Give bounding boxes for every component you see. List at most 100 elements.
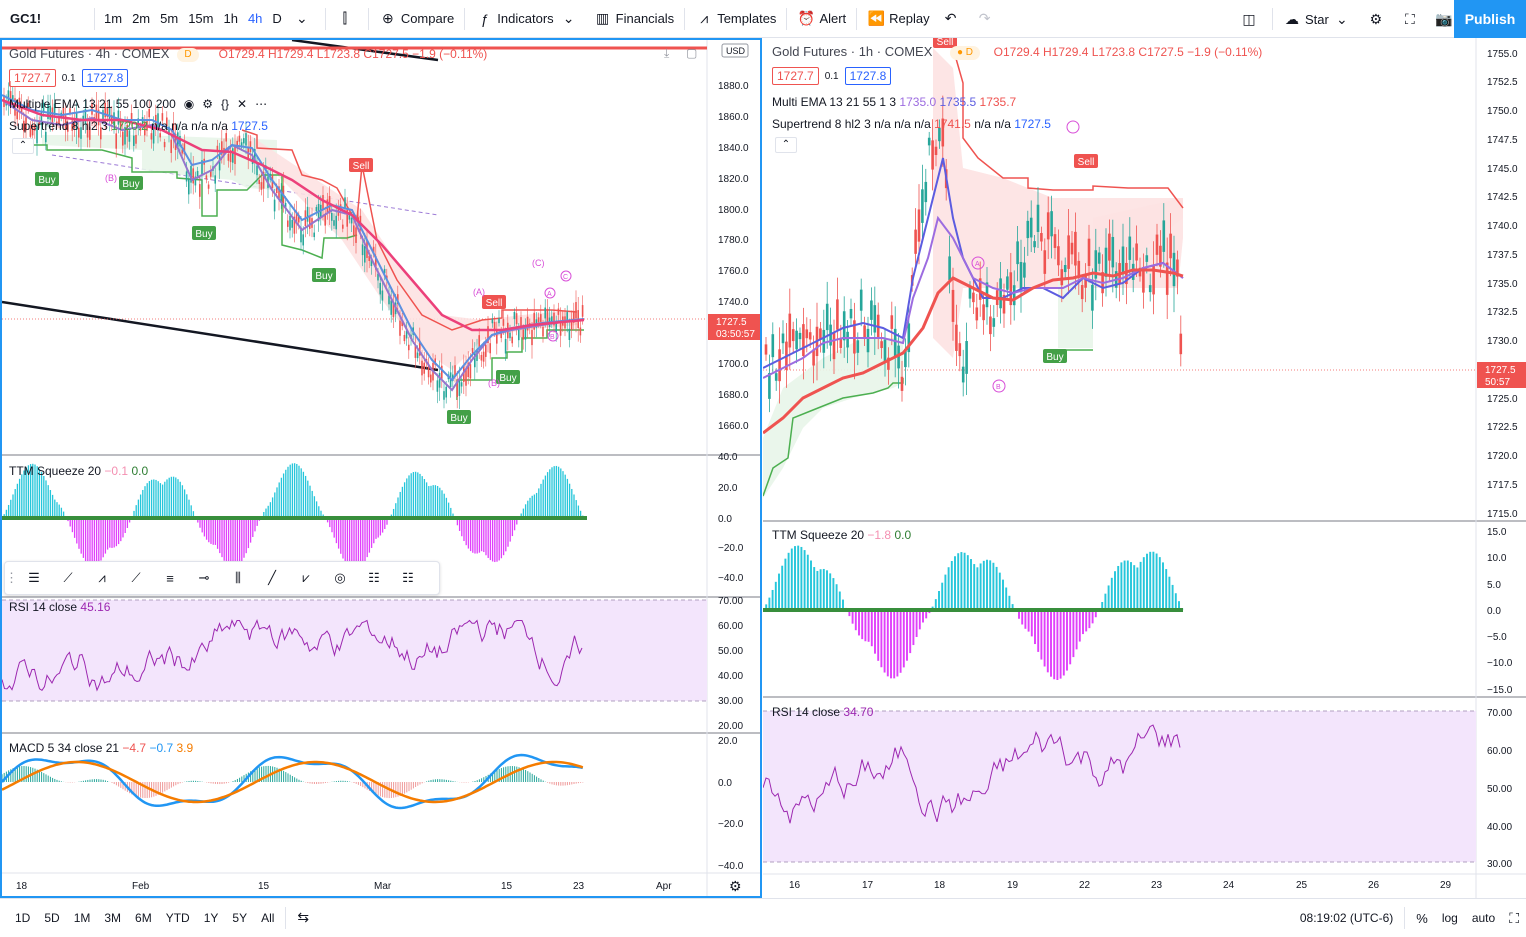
more-settings-icon[interactable]: ☷ xyxy=(402,570,414,585)
buy-signal[interactable]: Buy xyxy=(496,370,520,384)
buy-price-box[interactable]: 1727.8 xyxy=(81,69,129,87)
right-chart-pane[interactable]: Sell Sell Buy A B 1755.0 1752.5 1750.0 1… xyxy=(763,38,1526,898)
timeframe-2m[interactable]: 2m xyxy=(132,11,151,26)
ttm-axis-right[interactable]: 15.0 10.0 5.0 0.0 −5.0 −10.0 −15.0 xyxy=(1487,527,1513,696)
ttm-axis-left[interactable]: 40.0 20.0 0.0 −20.0 −40.0 xyxy=(718,452,744,584)
range-all[interactable]: All xyxy=(261,910,275,925)
buy-signal[interactable]: Buy xyxy=(1043,349,1067,363)
delayed-badge[interactable]: D xyxy=(177,47,200,62)
xabcd-icon[interactable]: ⩗ xyxy=(302,570,310,585)
undo-button[interactable]: ↶ xyxy=(936,0,970,38)
left-chart-pane[interactable]: Buy Buy Buy Buy Sell Sell Buy Buy (B) (A… xyxy=(0,38,762,898)
gann-icon[interactable]: ◎ xyxy=(334,570,346,585)
trendline[interactable] xyxy=(2,300,439,372)
sell-signal[interactable]: Sell xyxy=(482,295,506,309)
buy-signal[interactable]: Buy xyxy=(192,226,216,240)
right-symbol-legend[interactable]: Gold Futures · 1h · COMEX ● D O1729.4 H1… xyxy=(772,44,1262,60)
symbol-search[interactable]: GC1! xyxy=(10,11,42,26)
supertrend-legend[interactable]: Supertrend 8 hl2 3 1720.2 n/a n/a n/a n/… xyxy=(9,119,268,133)
maximize-icon[interactable]: ▢ xyxy=(686,46,698,60)
range-6m[interactable]: 6M xyxy=(135,910,152,925)
supertrend-legend[interactable]: Supertrend 8 hl2 3 n/a n/a n/a 1741.5 n/… xyxy=(772,117,1051,131)
collapse-legend-button[interactable]: ⌃ xyxy=(12,138,34,154)
redo-button[interactable]: ↷ xyxy=(970,0,1004,38)
source-code-icon[interactable]: {} xyxy=(221,97,230,111)
right-price-axis[interactable]: 1755.0 1752.5 1750.0 1747.5 1745.0 1742.… xyxy=(1487,49,1518,520)
abc-pattern-icon[interactable]: ⩘ xyxy=(98,570,106,585)
settings-list-icon[interactable]: ☷ xyxy=(368,570,380,585)
indicators-button[interactable]: ƒ Indicators ⌄ xyxy=(469,0,587,38)
log-toggle[interactable]: log xyxy=(1441,911,1458,925)
replay-button[interactable]: ⏪ Replay xyxy=(861,0,935,38)
rsi-axis-right[interactable]: 70.00 60.00 50.00 40.00 30.00 xyxy=(1487,708,1512,870)
templates-button[interactable]: ⩘ Templates xyxy=(689,0,782,38)
range-1y[interactable]: 1Y xyxy=(203,910,219,925)
lines-icon[interactable]: ☰ xyxy=(28,570,40,585)
macd-legend[interactable]: MACD 5 34 close 21 −4.7 −0.7 3.9 xyxy=(9,741,193,755)
line-icon[interactable]: ╱ xyxy=(268,570,276,585)
scroll-down-icon[interactable]: ⤓ xyxy=(664,46,670,60)
left-chart-canvas[interactable]: Buy Buy Buy Buy Sell Sell Buy Buy (B) (A… xyxy=(2,40,760,896)
rsi-legend[interactable]: RSI 14 close 45.16 xyxy=(9,600,110,614)
range-ytd[interactable]: YTD xyxy=(165,910,190,925)
timeframe-d[interactable]: D xyxy=(272,11,282,26)
range-5y[interactable]: 5Y xyxy=(232,910,248,925)
timeframe-1m[interactable]: 1m xyxy=(104,11,123,26)
chart-type-button[interactable]: ⫿ xyxy=(330,0,364,38)
range-3m[interactable]: 3M xyxy=(104,910,122,925)
clock-display[interactable]: 08:19:02 (UTC-6) xyxy=(1299,911,1394,925)
eye-icon[interactable]: ◉ xyxy=(183,97,195,111)
right-chart-canvas[interactable]: Sell Sell Buy A B 1755.0 1752.5 1750.0 1… xyxy=(763,38,1526,898)
date-range-icon[interactable]: ⇆ xyxy=(297,909,310,925)
fib-icon[interactable]: ≡ xyxy=(166,570,174,586)
rsi-legend[interactable]: RSI 14 close 34.70 xyxy=(772,705,873,719)
range-1d[interactable]: 1D xyxy=(15,910,31,925)
pattern-icon[interactable]: ⟋ xyxy=(63,570,73,585)
publish-button[interactable]: Publish xyxy=(1454,0,1526,38)
trendline-top[interactable] xyxy=(291,40,439,62)
snapshot-button[interactable]: 📷 xyxy=(1429,0,1463,38)
horizontal-line-icon[interactable]: ⊸ xyxy=(198,570,210,585)
left-time-axis[interactable]: 18 Feb 15 Mar 15 23 Apr xyxy=(16,881,672,892)
macd-axis-left[interactable]: 20.0 0.0 −20.0 −40.0 xyxy=(718,736,744,872)
more-icon[interactable]: ⋯ xyxy=(255,97,268,111)
settings-button[interactable]: ⚙ xyxy=(1361,0,1395,38)
range-1m[interactable]: 1M xyxy=(73,910,91,925)
sell-signal[interactable]: Sell xyxy=(933,38,957,48)
compare-button[interactable]: ⊕ Compare xyxy=(373,0,460,38)
fullscreen-icon[interactable]: ⛶ xyxy=(1509,909,1519,926)
buy-signal[interactable]: Buy xyxy=(312,268,336,282)
sell-price-box[interactable]: 1727.7 xyxy=(772,67,819,85)
rsi-axis-left[interactable]: 70.00 60.00 50.00 40.00 30.00 20.00 xyxy=(718,596,743,732)
left-price-axis[interactable]: 1880.0 1860.0 1840.0 1820.0 1800.0 1780.… xyxy=(718,81,749,432)
collapse-legend-button[interactable]: ⌃ xyxy=(775,137,797,153)
trend-line-icon[interactable]: ⟋ xyxy=(131,570,141,585)
timeframe-1h[interactable]: 1h xyxy=(223,11,238,26)
sell-signal[interactable]: Sell xyxy=(1074,154,1098,168)
range-5d[interactable]: 5D xyxy=(44,910,60,925)
timeframe-dropdown[interactable]: ⌄ xyxy=(287,0,321,38)
financials-button[interactable]: ▥ Financials xyxy=(588,0,681,38)
auto-toggle[interactable]: auto xyxy=(1471,911,1496,925)
timeframe-5m[interactable]: 5m xyxy=(160,11,179,26)
buy-signal[interactable]: Buy xyxy=(447,410,471,424)
currency-badge[interactable] xyxy=(721,43,749,58)
ttm-legend[interactable]: TTM Squeeze 20 −1.8 0.0 xyxy=(772,528,911,542)
star-button[interactable]: ☁ Star ⌄ xyxy=(1277,0,1361,38)
timeframe-4h[interactable]: 4h xyxy=(247,11,263,26)
gear-icon[interactable]: ⚙ xyxy=(202,97,214,111)
dashed-trendline[interactable] xyxy=(51,154,439,216)
fullscreen-button[interactable]: ⛶ xyxy=(1395,0,1429,38)
sell-signal[interactable]: Sell xyxy=(349,158,373,172)
buy-signal[interactable]: Buy xyxy=(35,172,59,186)
sell-price-box[interactable]: 1727.7 xyxy=(9,69,56,87)
gear-icon[interactable]: ⚙ xyxy=(729,878,742,894)
ttm-legend[interactable]: TTM Squeeze 20 −0.1 0.0 xyxy=(9,464,148,478)
left-symbol-legend[interactable]: Gold Futures · 4h · COMEX D O1729.4 H172… xyxy=(9,46,487,62)
layout-button[interactable]: ◫ xyxy=(1234,0,1268,38)
alert-button[interactable]: ⏰ Alert xyxy=(791,0,852,38)
buy-signal[interactable]: Buy xyxy=(119,176,143,190)
percent-toggle[interactable]: % xyxy=(1416,910,1428,926)
buy-price-box[interactable]: 1727.8 xyxy=(844,67,892,85)
vertical-lines-icon[interactable]: ⫼ xyxy=(235,570,241,585)
